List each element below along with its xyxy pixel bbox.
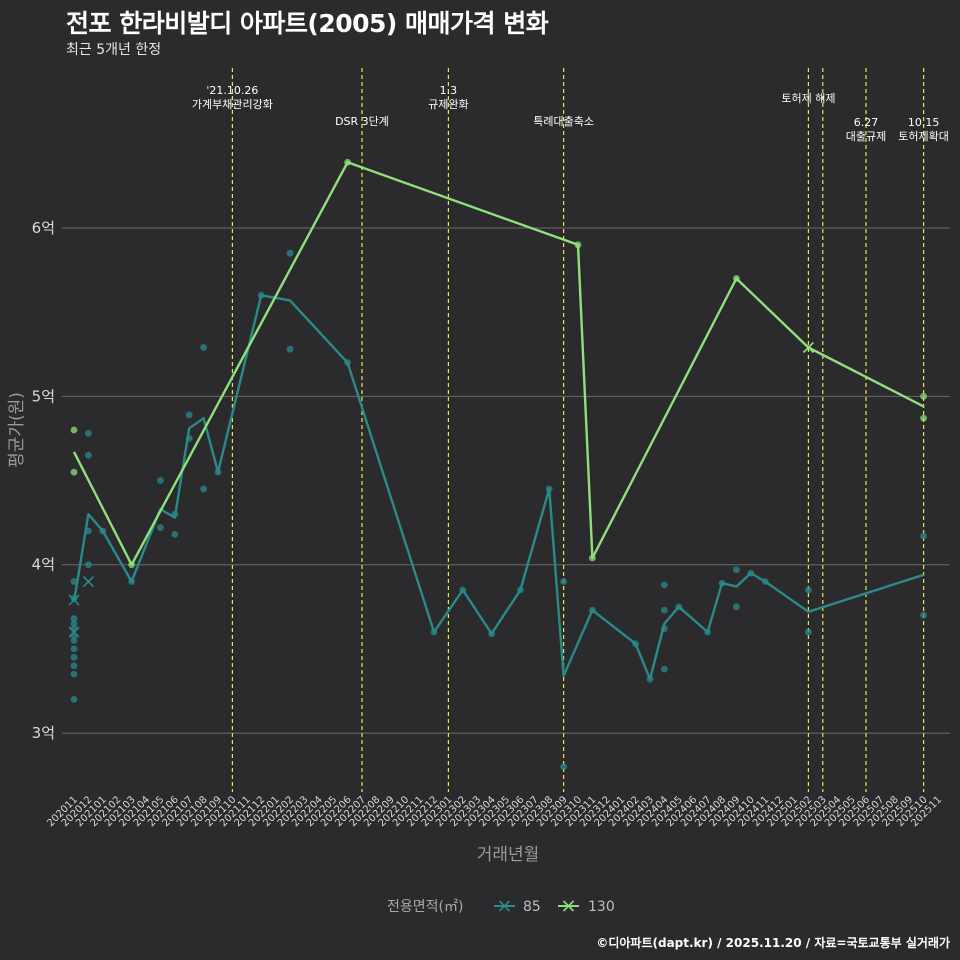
data-point-85 bbox=[171, 530, 179, 538]
data-point-85 bbox=[70, 662, 78, 670]
data-point-85 bbox=[805, 628, 812, 636]
legend-label-130: 130 bbox=[588, 899, 615, 915]
series-lines bbox=[72, 161, 925, 681]
data-point-85 bbox=[733, 603, 740, 611]
legend-cross-85 bbox=[498, 900, 511, 912]
data-point-85 bbox=[920, 532, 927, 540]
legend-item-130: 130 bbox=[558, 899, 615, 915]
y-tick-label: 3억 bbox=[32, 724, 55, 742]
data-point-85 bbox=[70, 578, 78, 585]
data-point-85 bbox=[185, 411, 193, 419]
legend: 전용면적(㎡) 85 130 bbox=[387, 899, 615, 915]
legend-title: 전용면적(㎡) bbox=[387, 899, 463, 915]
data-point-85 bbox=[200, 344, 208, 351]
event-label: 토허제 해제 bbox=[781, 91, 835, 105]
data-point-130 bbox=[70, 426, 78, 434]
y-axis-ticks: 3억 4억 5억 6억 bbox=[32, 219, 55, 742]
data-point-85 bbox=[85, 429, 92, 437]
legend-item-85: 85 bbox=[494, 899, 541, 915]
data-point-85 bbox=[70, 653, 78, 661]
event-label: '21.10.26 bbox=[206, 84, 258, 97]
scatter-points bbox=[68, 158, 927, 771]
data-point-85 bbox=[560, 763, 567, 771]
event-label: 규제완화 bbox=[428, 98, 468, 111]
data-point-85 bbox=[661, 665, 668, 673]
data-point-85 bbox=[805, 586, 812, 594]
series-line-85 bbox=[72, 294, 924, 681]
data-point-85 bbox=[200, 485, 208, 493]
event-label: 1.3 bbox=[440, 84, 458, 97]
data-point-130 bbox=[920, 414, 927, 422]
y-tick-label: 6억 bbox=[32, 219, 55, 237]
event-label: DSR 3단계 bbox=[335, 115, 389, 128]
data-point-130 bbox=[70, 468, 78, 476]
data-point-85 bbox=[70, 615, 78, 622]
chart-subtitle: 최근 5개년 한정 bbox=[66, 42, 162, 58]
event-label: 가계부채관리강화 bbox=[192, 98, 273, 111]
data-point-85 bbox=[157, 477, 164, 484]
source-caption: ©디아파트(dapt.kr) / 2025.11.20 / 자료=국토교통부 실… bbox=[596, 936, 950, 950]
data-point-85 bbox=[920, 611, 927, 619]
data-point-85 bbox=[70, 620, 78, 628]
series-line-130 bbox=[72, 161, 925, 566]
event-label: 대출규제 bbox=[846, 130, 886, 143]
data-point-85 bbox=[70, 670, 78, 678]
y-tick-label: 4억 bbox=[32, 556, 55, 574]
legend-cross-130 bbox=[562, 900, 575, 912]
grid-layer bbox=[62, 227, 950, 734]
y-tick-label: 5억 bbox=[32, 387, 55, 405]
cross-marker-85 bbox=[68, 626, 80, 638]
data-point-85 bbox=[560, 578, 567, 585]
data-point-85 bbox=[733, 566, 740, 574]
data-point-85 bbox=[286, 249, 294, 257]
data-point-85 bbox=[157, 524, 164, 532]
data-point-85 bbox=[85, 451, 92, 459]
data-point-85 bbox=[70, 637, 78, 644]
chart-title: 전포 한라비발디 아파트(2005) 매매가격 변화 bbox=[66, 9, 549, 38]
x-axis-ticks: 2020112020122021012021022021032021042021… bbox=[45, 794, 944, 829]
event-label: 토허제확대 bbox=[898, 130, 949, 143]
data-point-130 bbox=[920, 392, 927, 400]
data-point-85 bbox=[85, 561, 92, 569]
legend-label-85: 85 bbox=[523, 899, 541, 915]
event-label: 6.27 bbox=[854, 116, 879, 129]
x-axis-title: 거래년월 bbox=[477, 845, 540, 865]
data-point-85 bbox=[286, 345, 294, 353]
event-label: 특례대출축소 bbox=[533, 115, 594, 128]
event-lines bbox=[231, 68, 925, 792]
data-point-85 bbox=[661, 581, 668, 589]
data-point-85 bbox=[70, 695, 78, 703]
event-label: 10.15 bbox=[908, 116, 940, 129]
data-point-85 bbox=[70, 645, 78, 653]
y-axis-title: 평균가(원) bbox=[7, 392, 27, 468]
data-point-85 bbox=[661, 606, 668, 614]
cross-marker-85 bbox=[82, 575, 94, 588]
